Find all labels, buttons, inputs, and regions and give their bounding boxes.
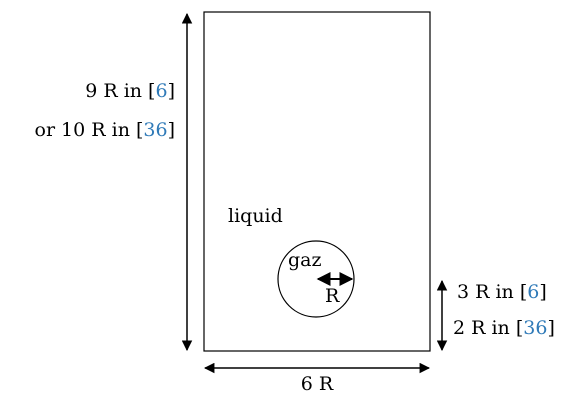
width-label: 6 R <box>301 373 334 394</box>
citation-ref-36: 36 <box>143 119 167 141</box>
domain-box <box>203 11 431 352</box>
height-label-line1: 9 R in [6] <box>85 80 175 102</box>
citation-ref-6: 6 <box>155 80 167 102</box>
citation-ref-6: 6 <box>527 281 539 303</box>
radius-label: R <box>325 285 340 307</box>
citation-ref-36: 36 <box>523 317 547 339</box>
gas-bubble <box>277 240 355 318</box>
gas-label: gaz <box>288 249 322 271</box>
offset-label-line1: 3 R in [6] <box>457 281 547 303</box>
liquid-label: liquid <box>228 205 283 227</box>
height-label-line2: or 10 R in [36] <box>35 119 176 141</box>
offset-label-line2: 2 R in [36] <box>453 317 555 339</box>
